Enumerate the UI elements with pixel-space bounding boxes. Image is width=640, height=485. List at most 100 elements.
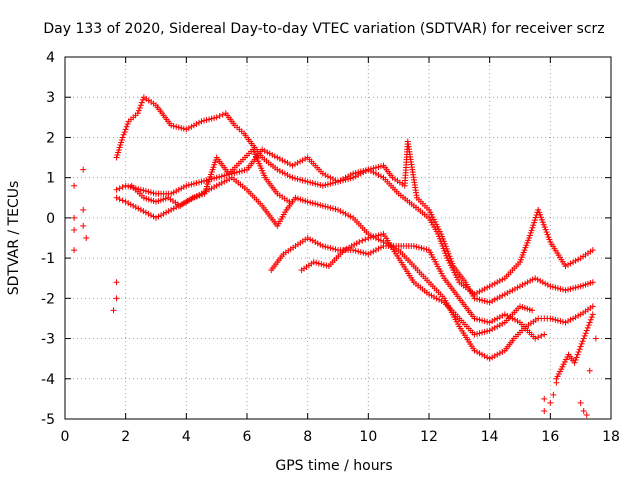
- track-c-marker: [479, 351, 486, 358]
- track-a-marker: [527, 229, 534, 236]
- short-segments-marker: [71, 182, 78, 189]
- track-d-marker: [372, 247, 379, 254]
- track-d-marker: [504, 312, 511, 319]
- track-d-marker: [491, 316, 498, 323]
- track-a-marker: [211, 115, 218, 122]
- track-g-marker: [579, 338, 586, 345]
- track-b-marker: [281, 158, 288, 165]
- track-c-marker: [145, 210, 152, 217]
- track-d-marker: [350, 247, 357, 254]
- track-a-marker: [136, 104, 143, 111]
- short-segments-marker: [71, 214, 78, 221]
- track-c-marker: [340, 209, 347, 216]
- track-b-marker: [231, 169, 238, 176]
- track-c-marker: [496, 350, 503, 357]
- track-c-marker: [491, 352, 498, 359]
- track-c-marker: [567, 316, 574, 323]
- track-b-marker: [332, 177, 339, 184]
- track-a-marker: [190, 122, 197, 129]
- track-a-marker: [476, 288, 483, 295]
- track-a-marker: [120, 131, 127, 138]
- track-b-marker: [216, 173, 223, 180]
- track-e-marker: [486, 327, 493, 334]
- track-d-marker: [494, 315, 501, 322]
- track-a-marker: [195, 119, 202, 126]
- track-d-marker: [317, 241, 324, 248]
- track-b-marker: [193, 180, 200, 187]
- track-e-marker: [474, 330, 481, 337]
- track-d-marker: [423, 246, 430, 253]
- track-a-marker: [312, 180, 319, 187]
- track-b-marker: [357, 168, 364, 175]
- track-g-marker: [577, 343, 584, 350]
- track-g-marker: [571, 359, 578, 366]
- track-b-marker: [150, 190, 157, 197]
- track-a-marker: [135, 107, 142, 114]
- track-b-marker: [271, 153, 278, 160]
- track-a-marker: [201, 117, 208, 124]
- track-b-marker: [221, 172, 228, 179]
- track-b-marker: [324, 173, 331, 180]
- track-c-marker: [552, 316, 559, 323]
- track-e-marker: [426, 291, 432, 298]
- short-segments-marker: [583, 411, 590, 418]
- track-c-marker: [335, 206, 341, 213]
- track-b-marker: [261, 147, 268, 154]
- track-d-marker: [367, 249, 374, 256]
- track-b-marker: [375, 163, 382, 170]
- track-g-marker: [574, 351, 581, 358]
- track-c-marker: [322, 203, 329, 210]
- track-d-marker: [489, 318, 496, 325]
- track-b-marker: [517, 283, 523, 290]
- track-b-marker: [211, 175, 218, 182]
- track-c-marker: [155, 213, 162, 220]
- track-a-marker: [317, 182, 324, 189]
- y-tick-label: -3: [41, 332, 55, 348]
- short-segments-marker: [541, 407, 548, 414]
- track-c-marker: [150, 213, 157, 220]
- x-tick-label: 6: [243, 429, 252, 445]
- track-b-marker: [506, 288, 513, 295]
- track-e-marker: [313, 259, 320, 266]
- track-d-marker: [514, 318, 521, 325]
- track-c-marker: [377, 237, 384, 244]
- track-a-marker: [481, 285, 488, 292]
- track-b-marker: [289, 162, 296, 169]
- track-b-marker: [175, 186, 182, 193]
- track-c-marker: [183, 198, 190, 205]
- track-b-marker: [274, 154, 281, 161]
- track-e-marker: [359, 237, 366, 244]
- track-b-marker: [542, 280, 549, 287]
- track-a-marker: [494, 279, 501, 286]
- track-b-marker: [335, 178, 341, 185]
- track-c-marker: [213, 182, 220, 189]
- track-b-marker: [554, 285, 561, 292]
- track-e-marker: [310, 259, 317, 266]
- track-a-marker: [324, 181, 331, 188]
- track-d-marker: [322, 243, 329, 250]
- track-c-marker: [208, 185, 215, 192]
- track-b-marker: [142, 188, 149, 195]
- track-g-marker: [586, 319, 593, 326]
- track-b-marker: [180, 184, 187, 191]
- data-layer: [71, 94, 599, 418]
- track-a-marker: [284, 171, 291, 178]
- track-c-marker: [180, 200, 187, 207]
- track-b-marker: [190, 180, 197, 187]
- track-b-marker: [549, 283, 556, 290]
- track-b-marker: [113, 186, 120, 193]
- track-e-marker: [323, 262, 330, 269]
- track-d-marker: [476, 316, 483, 323]
- track-b-marker: [319, 170, 326, 177]
- track-a-marker: [565, 261, 572, 268]
- track-a-marker: [276, 167, 283, 174]
- track-e-marker: [436, 296, 443, 303]
- track-a-marker: [170, 123, 177, 130]
- track-d-marker: [481, 318, 488, 325]
- short-segments-marker: [80, 166, 87, 173]
- track-b-marker: [499, 292, 506, 299]
- track-a-marker: [529, 224, 536, 231]
- track-e-marker: [315, 260, 322, 267]
- track-b-marker: [509, 287, 516, 294]
- track-b-marker: [524, 279, 531, 286]
